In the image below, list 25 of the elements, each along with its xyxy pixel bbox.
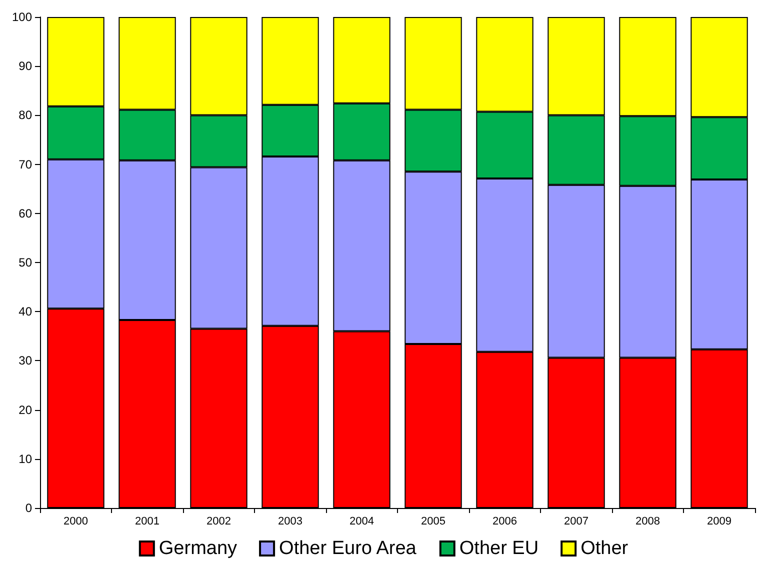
legend-label: Other	[580, 538, 629, 559]
legend-label: Other Euro Area	[279, 538, 417, 559]
x-tick-label: 2005	[421, 516, 446, 528]
y-tick-label: 0	[25, 501, 32, 515]
x-tick-label: 2007	[564, 516, 588, 528]
y-tick-label: 60	[18, 206, 32, 220]
x-tick-label: 2004	[350, 516, 374, 528]
y-tick-label: 80	[18, 108, 32, 122]
x-tick-label: 2008	[636, 516, 660, 528]
x-tick-label: 2002	[206, 516, 231, 528]
y-tick-label: 90	[18, 59, 32, 74]
x-tick-label: 2009	[707, 516, 732, 528]
y-tick-label: 30	[18, 354, 32, 368]
y-tick-label: 20	[18, 402, 32, 417]
x-tick-label: 2000	[64, 516, 88, 528]
x-tick-label: 2003	[278, 516, 302, 528]
y-tick-label: 50	[18, 256, 32, 270]
x-tick-label: 2006	[492, 516, 517, 528]
y-tick-label: 70	[18, 157, 32, 172]
y-tick-label: 100	[12, 10, 32, 24]
legend-label: Germany	[158, 538, 238, 559]
y-tick-label: 10	[18, 452, 32, 466]
x-tick-label: 2001	[135, 516, 160, 528]
y-tick-label: 40	[18, 304, 32, 319]
legend-label: Other EU	[459, 538, 539, 559]
